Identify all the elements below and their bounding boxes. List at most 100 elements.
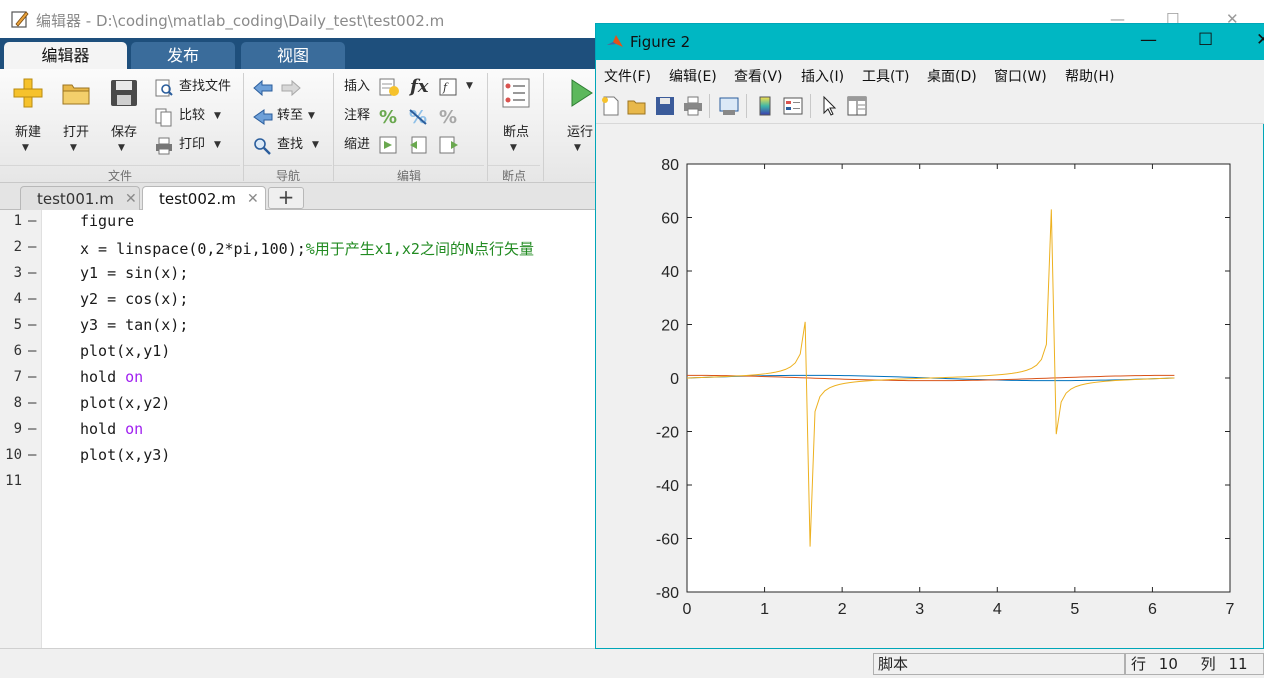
code-line[interactable]: y1 = sin(x); (80, 264, 188, 282)
save-icon[interactable] (654, 95, 676, 117)
code-text: y2 = cos(x); (80, 290, 189, 308)
x-tick-label: 3 (915, 601, 924, 618)
code-line[interactable]: y3 = tan(x); (80, 316, 188, 334)
back-forward-icon (253, 79, 301, 97)
figure-minimize-button[interactable]: — (1140, 30, 1157, 50)
close-icon[interactable]: ✕ (125, 191, 137, 207)
svg-text:%: % (379, 107, 397, 126)
editor-window-title: 编辑器 - D:\coding\matlab_coding\Daily_test… (36, 12, 445, 30)
menu-window[interactable]: 窗口(W) (994, 69, 1047, 85)
menu-help[interactable]: 帮助(H) (1065, 69, 1115, 85)
uncomment-icon[interactable]: % (408, 106, 430, 126)
open-label: 打开 (62, 125, 89, 140)
code-line[interactable]: plot(x,y1) (80, 342, 170, 360)
menu-view[interactable]: 查看(V) (734, 69, 783, 85)
insert-section-icon[interactable] (378, 77, 400, 97)
code-line[interactable]: plot(x,y2) (80, 394, 170, 412)
pointer-icon[interactable] (818, 95, 840, 117)
breakpoint-marker[interactable]: — (28, 213, 37, 229)
save-button[interactable]: 保存 ▼ (101, 75, 147, 161)
tab-view[interactable]: 视图 (241, 42, 345, 69)
insert-function-icon[interactable]: fx (410, 76, 429, 97)
chevron-down-icon[interactable]: ▼ (466, 81, 473, 91)
menu-file[interactable]: 文件(F) (604, 69, 651, 85)
smart-indent-icon[interactable] (378, 135, 400, 155)
menu-edit[interactable]: 编辑(E) (669, 69, 717, 85)
run-button[interactable]: 运行 ▼ (557, 75, 603, 161)
menu-desktop[interactable]: 桌面(D) (927, 69, 977, 85)
print-button[interactable]: 打印 ▼ (154, 133, 234, 157)
breakpoint-marker[interactable]: — (28, 369, 37, 385)
insert-fx-dropdown-icon[interactable]: f (438, 77, 460, 97)
menu-insert[interactable]: 插入(I) (801, 69, 845, 85)
goto-button[interactable]: 转至 ▼ (252, 104, 324, 128)
code-line[interactable]: plot(x,y3) (80, 446, 170, 464)
code-line[interactable]: y2 = cos(x); (80, 290, 188, 308)
breakpoint-marker[interactable]: — (28, 447, 37, 463)
figure-canvas[interactable]: 0 1 2 3 4 5 6 7 80 60 40 20 0 -20 -40 -60 -80 (596, 124, 1263, 648)
series-line-cos (687, 374, 1175, 382)
tab-publish[interactable]: 发布 (131, 42, 235, 69)
doc-tab-label: test002.m (159, 190, 236, 208)
breakpoint-marker[interactable]: — (28, 265, 37, 281)
code-line[interactable]: hold on (80, 420, 143, 438)
add-tab-button[interactable]: + (268, 187, 304, 209)
y-tick-label: 80 (661, 157, 679, 174)
row-label: 行 (1131, 655, 1147, 673)
code-text: hold (80, 368, 126, 386)
figure-close-button[interactable]: ✕ (1256, 30, 1264, 50)
breakpoint-marker[interactable]: — (28, 343, 37, 359)
col-label: 列 (1200, 655, 1216, 673)
col-value: 11 (1228, 655, 1248, 673)
decrease-indent-icon[interactable] (408, 135, 430, 155)
comment-percent-icon[interactable]: % (378, 106, 400, 126)
property-editor-icon[interactable] (846, 95, 868, 117)
doc-tab-test002[interactable]: test002.m ✕ (142, 186, 266, 210)
chevron-down-icon: ▼ (118, 143, 125, 153)
line-number: 11 (5, 473, 22, 489)
wrap-comment-icon[interactable]: % (438, 106, 460, 126)
breakpoint-marker[interactable]: — (28, 421, 37, 437)
figure-maximize-button[interactable]: ☐ (1198, 30, 1214, 50)
breakpoint-marker[interactable]: — (28, 395, 37, 411)
tab-editor[interactable]: 编辑器 (4, 42, 127, 69)
link-plot-icon[interactable] (718, 95, 740, 117)
breakpoint-marker[interactable]: — (28, 291, 37, 307)
code-line[interactable]: hold on (80, 368, 143, 386)
line-number: 8 (13, 395, 22, 411)
close-icon[interactable]: ✕ (247, 191, 259, 207)
save-icon (111, 80, 137, 106)
back-forward-buttons[interactable] (252, 75, 312, 99)
svg-text:%: % (439, 107, 457, 126)
find-button[interactable]: 查找 ▼ (252, 133, 328, 157)
breakpoints-button[interactable]: 断点 ▼ (493, 75, 539, 161)
ribbon-separator (333, 73, 334, 181)
doc-tab-test001[interactable]: test001.m ✕ (20, 186, 140, 210)
code-keyword: on (125, 420, 144, 438)
open-button[interactable]: 打开 ▼ (53, 75, 99, 161)
legend-icon[interactable] (782, 95, 804, 117)
save-label: 保存 (110, 125, 137, 140)
compare-button[interactable]: 比较 ▼ (154, 104, 234, 128)
breakpoint-marker[interactable]: — (28, 239, 37, 255)
open-file-icon[interactable] (626, 95, 648, 117)
increase-indent-icon[interactable] (438, 135, 460, 155)
y-tick-label: 20 (661, 318, 679, 335)
chevron-down-icon: ▼ (214, 140, 221, 150)
new-figure-icon[interactable] (600, 95, 622, 117)
chevron-down-icon: ▼ (510, 143, 517, 153)
line-chart[interactable]: 0 1 2 3 4 5 6 7 80 60 40 20 0 -20 -40 -60 -80 (596, 124, 1263, 648)
chevron-down-icon: ▼ (70, 143, 77, 153)
line-number: 9 (13, 421, 22, 437)
line-number: 7 (13, 369, 22, 385)
code-line[interactable]: figure (80, 212, 134, 230)
print-icon[interactable] (682, 95, 704, 117)
code-text: figure (80, 212, 135, 230)
breakpoint-marker[interactable]: — (28, 317, 37, 333)
y-tick-label: 40 (661, 264, 679, 281)
code-line[interactable]: x = linspace(0,2*pi,100);%用于产生x1,x2之间的N点… (80, 238, 534, 259)
menu-tools[interactable]: 工具(T) (862, 69, 910, 85)
colorbar-icon[interactable] (754, 95, 776, 117)
find-files-button[interactable]: 查找文件 (154, 75, 240, 99)
new-button[interactable]: 新建 ▼ (5, 75, 51, 161)
